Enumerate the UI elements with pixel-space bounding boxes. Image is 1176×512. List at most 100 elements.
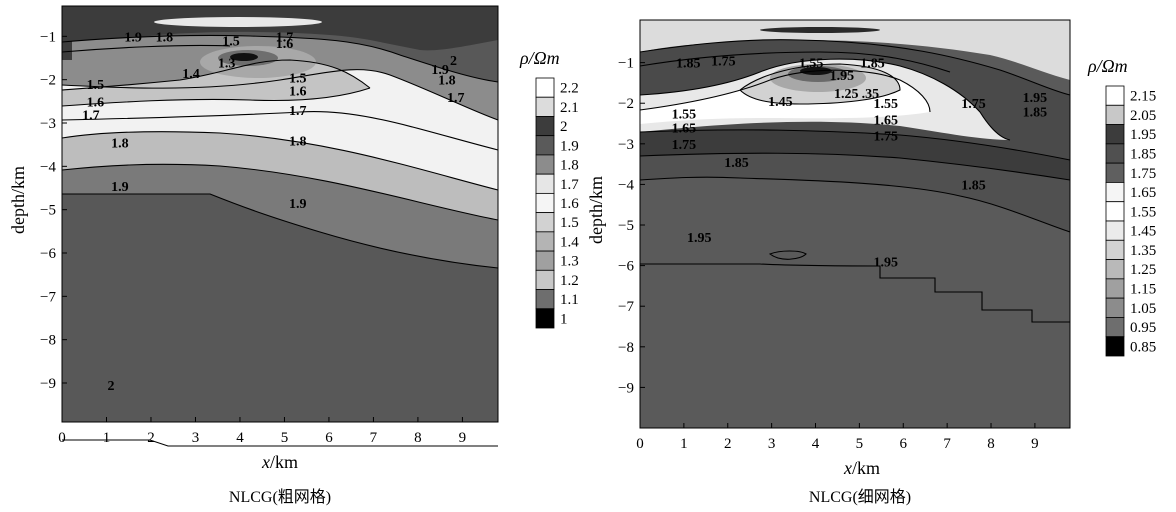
contour-label: 1.55 [799,57,824,72]
contour-label: 1.85 [860,57,885,72]
right-contour-labels: 1.85 1.75 1.55 1.851.951.25.351.451.551.651… [672,55,1048,271]
contour-label: 1.95 [873,256,898,271]
contour-label: 1.85 [961,178,986,193]
contour-label: 1.9 [289,197,307,212]
contour-label: 1.75 [961,97,986,112]
colorbar-label: 1 [560,311,568,327]
contour-label: 1.55 [873,97,898,112]
x-tick-label: 5 [856,436,864,452]
colorbar-label: 1.2 [560,273,579,289]
y-tick-label: −9 [40,376,56,392]
left-y-ticks: −1 −2 −3 −4 −5 −6 −7 −8 −9 [40,29,67,392]
contour-label: 1.95 [687,231,712,246]
colorbar-swatch [535,308,555,329]
left-x-axis-label: x/km [261,452,298,472]
contour-label: 1.7 [82,108,100,123]
contour-label: 1.5 [87,78,105,93]
left-x-axis-unit: /km [270,452,298,472]
contour-label: 1.7 [276,30,294,45]
colorbar-label: 1.95 [1130,127,1156,143]
x-tick-label: 5 [281,430,289,446]
contour-label: 1.95 [1023,91,1048,106]
contour-label: 1.4 [182,67,200,82]
contour-label: 1.9 [431,63,449,78]
x-tick-label: 0 [636,436,644,452]
contour-label: 1.8 [289,134,307,149]
colorbar-swatch [1105,162,1125,183]
contour-label: 1.8 [111,137,129,152]
colorbar-swatch [535,173,555,194]
contour-label: 1.95 [830,69,855,84]
colorbar-swatch [1105,201,1125,222]
x-tick-label: 7 [370,430,378,446]
y-tick-label: −5 [618,218,634,234]
x-tick-label: 4 [236,430,244,446]
colorbar-label: 1.9 [560,138,579,154]
y-tick-label: −6 [40,246,56,262]
y-tick-label: −4 [40,159,56,175]
contour-label: 1.6 [276,37,294,52]
contour-label: .35 [862,87,880,102]
contour-label: 1.7 [289,104,307,119]
colorbar-swatch [1105,104,1125,125]
y-tick-label: −3 [618,137,634,153]
colorbar-swatch [535,269,555,290]
colorbar-label: 1.7 [560,177,579,193]
colorbar-label: 1.3 [560,254,579,270]
colorbar-swatch [1105,143,1125,164]
contour-label: 1.6 [289,85,307,100]
y-tick-label: −3 [40,116,56,132]
colorbar-label: 2 [560,119,568,135]
left-colorbar-title: ρ/Ωm [519,48,560,68]
left-x-axis-var: x [261,452,270,472]
x-tick-label: 8 [987,436,995,452]
colorbar-swatch [1105,124,1125,145]
contour-label: 1.75 [711,55,736,70]
colorbar-label: 0.85 [1130,339,1156,355]
colorbar-label: 1.8 [560,158,579,174]
contour-label: 1.85 [724,156,749,171]
right-y-axis-label: depth/km [586,176,606,244]
colorbar-label: 1.45 [1130,224,1156,240]
x-tick-label: 3 [192,430,200,446]
colorbar-label: 1.4 [560,234,579,250]
y-tick-label: −2 [618,96,634,112]
colorbar-swatch [535,250,555,271]
left-x-ticks: 0 1 2 3 4 5 6 7 8 9 [58,417,466,446]
contour-label: 1.85 [676,57,701,72]
x-tick-label: 6 [325,430,333,446]
y-tick-label: −9 [618,380,634,396]
x-tick-label: 9 [1031,436,1039,452]
y-tick-label: −5 [40,203,56,219]
y-tick-label: −8 [618,340,634,356]
x-tick-label: 0 [58,430,66,446]
x-tick-label: 2 [724,436,732,452]
colorbar-label: 2.15 [1130,89,1156,105]
y-tick-label: −1 [618,56,634,72]
x-tick-label: 8 [414,430,422,446]
y-tick-label: −6 [618,259,634,275]
colorbar-swatch [535,231,555,252]
contour-label: 1.5 [222,35,240,50]
right-colorbar: ρ/Ωm 2.15 2.05 1.95 1.85 1.75 1.65 1.55 1.45 1.3… [1087,56,1156,357]
y-tick-label: −8 [40,333,56,349]
contour-label: 1.65 [672,122,697,137]
x-tick-label: 2 [147,430,155,446]
colorbar-swatch [535,135,555,156]
contour-label: 1.75 [873,130,898,145]
y-tick-label: −2 [40,73,56,89]
contour-label: 1.8 [156,30,174,45]
colorbar-label: 1.65 [1130,185,1156,201]
colorbar-label: 0.95 [1130,320,1156,336]
right-y-ticks: −1 −2 −3 −4 −5 −6 −7 −8 −9 [618,56,645,396]
x-tick-label: 7 [943,436,951,452]
contour-label: 1.9 [111,180,129,195]
colorbar-label: 1.75 [1130,166,1156,182]
left-caption: NLCG(粗网格) [229,488,331,506]
x-tick-label: 3 [768,436,776,452]
right-x-axis-unit: /km [852,458,880,478]
contour-label: 1.9 [124,30,142,45]
colorbar-label: 1.6 [560,196,579,212]
